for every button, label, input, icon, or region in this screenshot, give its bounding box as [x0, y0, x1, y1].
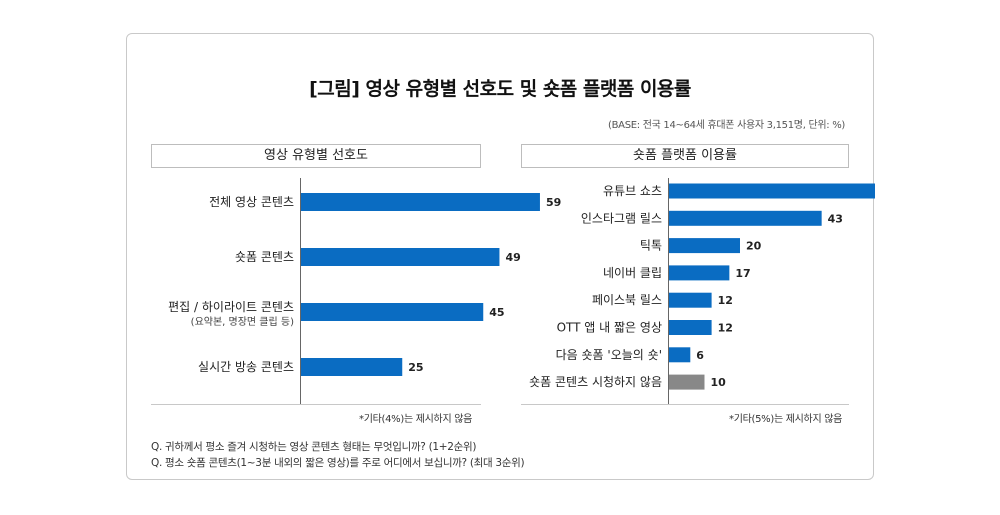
right-baseline	[521, 404, 849, 405]
right-category-label: 숏폼 콘텐츠 시청하지 않음	[529, 375, 662, 389]
left-bar	[301, 358, 403, 376]
left-value-label: 25	[408, 361, 423, 374]
left-category-label: 숏폼 콘텐츠	[235, 250, 294, 264]
right-footnote: *기타(5%)는 제시하지 않음	[729, 414, 843, 425]
right-value-label: 10	[711, 376, 727, 389]
right-value-label: 12	[718, 322, 733, 335]
figure-card: [그림] 영상 유형별 선호도 및 숏폼 플랫폼 이용률 (BASE: 전국 1…	[126, 33, 875, 480]
left-category-label: 전체 영상 콘텐츠	[209, 195, 294, 209]
left-panel-title: 영상 유형별 선호도	[151, 144, 481, 168]
right-bar	[669, 183, 875, 199]
right-bar	[669, 374, 705, 390]
right-bar	[669, 292, 712, 308]
question-2: Q. 평소 숏폼 콘텐츠(1~3분 내외의 짧은 영상)를 주로 어디에서 보십…	[151, 457, 525, 469]
left-footnote: *기타(4%)는 제시하지 않음	[359, 414, 473, 425]
right-bar	[669, 320, 712, 335]
left-category-label: 편집 / 하이라이트 콘텐츠	[168, 300, 294, 314]
right-bar	[669, 347, 691, 363]
right-value-label: 20	[746, 240, 762, 253]
right-panel-title: 숏폼 플랫폼 이용률	[521, 144, 849, 168]
right-category-label: 다음 숏폼 '오늘의 숏'	[556, 348, 662, 362]
left-value-label: 45	[489, 306, 504, 319]
right-bar	[669, 265, 730, 281]
right-value-label: 17	[735, 267, 750, 280]
left-category-label: 실시간 방송 콘텐츠	[198, 360, 294, 374]
left-category-sublabel: (요약본, 명장면 클립 등)	[191, 315, 294, 328]
right-value-label: 12	[718, 294, 733, 307]
right-category-label: 유튜브 쇼츠	[603, 184, 662, 198]
figure-title: [그림] 영상 유형별 선호도 및 숏폼 플랫폼 이용률	[309, 78, 691, 100]
left-value-label: 59	[546, 196, 561, 209]
right-axis-line	[668, 178, 669, 405]
right-category-label: 틱톡	[640, 239, 662, 253]
right-bar	[669, 238, 740, 254]
right-category-label: 네이버 클립	[603, 266, 662, 280]
right-category-label: 인스타그램 릴스	[581, 211, 662, 225]
left-axis-line	[300, 178, 301, 405]
question-1: Q. 귀하께서 평소 즐겨 시청하는 영상 콘텐츠 형태는 무엇입니까? (1+…	[151, 441, 477, 453]
right-value-label: 43	[828, 212, 843, 225]
right-bar	[669, 210, 822, 226]
right-value-label: 6	[696, 349, 704, 362]
base-note: (BASE: 전국 14~64세 휴대폰 사용자 3,151명, 단위: %)	[608, 120, 845, 131]
left-bar	[301, 193, 540, 211]
left-baseline	[151, 404, 481, 405]
left-bar	[301, 303, 484, 321]
left-bar	[301, 248, 500, 266]
right-category-label: OTT 앱 내 짧은 영상	[557, 321, 662, 335]
right-category-label: 페이스북 릴스	[592, 293, 662, 307]
left-value-label: 49	[505, 251, 520, 264]
left-chart: 전체 영상 콘텐츠 59 숏폼 콘텐츠 49 편집 / 하이라이트 콘텐츠(요약본, 명…	[168, 183, 875, 390]
